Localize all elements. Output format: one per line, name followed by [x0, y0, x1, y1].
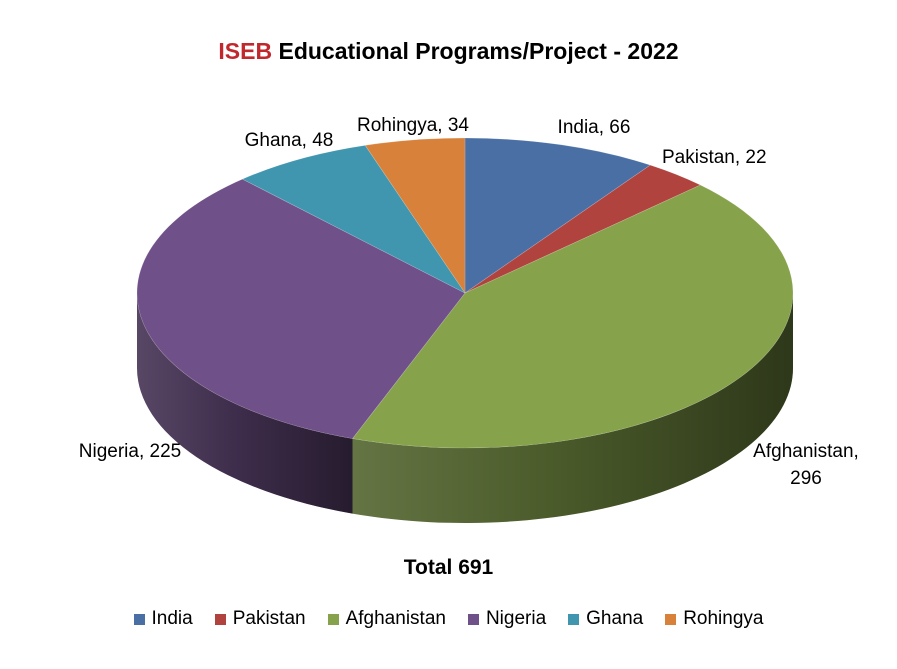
legend-swatch-rohingya: [665, 613, 677, 625]
pie-sides: [136, 293, 793, 523]
legend-label-afghanistan: Afghanistan: [345, 608, 446, 629]
legend-swatch-afghanistan: [327, 613, 339, 625]
data-label-nigeria: Nigeria, 225: [79, 441, 181, 462]
legend-item-pakistan: Pakistan: [214, 606, 306, 632]
legend-item-rohingya: Rohingya: [665, 606, 763, 632]
pie-slice-afghanistan: [351, 184, 794, 449]
total-label: Total 691: [403, 556, 494, 579]
chart-title: ISEB Educational Programs/Project - 2022: [0, 36, 897, 66]
data-label-afghanistan: Afghanistan, 296: [753, 441, 859, 489]
legend-label-nigeria: Nigeria: [485, 608, 547, 629]
pie-slice-ghana: [241, 145, 466, 294]
pie-slice-pakistan: [464, 164, 702, 294]
legend-swatch-nigeria: [467, 613, 479, 625]
legend-label-rohingya: Rohingya: [683, 608, 764, 629]
chart-title-brand: ISEB: [218, 38, 273, 64]
pie-slice-india: [464, 137, 651, 294]
legend-item-afghanistan: Afghanistan: [327, 606, 446, 632]
data-label-india: India, 66: [558, 117, 631, 138]
legend-label-pakistan: Pakistan: [232, 608, 306, 629]
data-label-rohingya: Rohingya, 34: [357, 115, 469, 136]
legend-swatch-india: [133, 613, 145, 625]
legend-item-nigeria: Nigeria: [467, 606, 547, 632]
pie-tops: [136, 137, 794, 449]
legend-swatch-ghana: [568, 613, 580, 625]
data-label-pakistan: Pakistan, 22: [662, 147, 767, 168]
pie-labels: India, 66 Pakistan, 22 Afghanistan, 296 Nige…: [79, 115, 859, 489]
data-label-ghana: Ghana, 48: [245, 130, 334, 151]
pie-slice-nigeria: [136, 178, 466, 439]
legend-item-ghana: Ghana: [568, 606, 643, 632]
pie-side-shade-nigeria: [136, 293, 353, 514]
legend-item-india: India: [133, 606, 193, 632]
chart-title-text: Educational Programs/Project - 2022: [272, 38, 679, 64]
pie-side-shade-afghanistan: [352, 293, 793, 523]
legend-label-ghana: Ghana: [586, 608, 644, 629]
pie-slice-rohingya: [364, 137, 466, 294]
legend-label-india: India: [151, 608, 193, 629]
legend: India Pakistan Afghanistan Nigeria Ghana Rohi…: [0, 606, 897, 632]
legend-swatch-pakistan: [214, 613, 226, 625]
